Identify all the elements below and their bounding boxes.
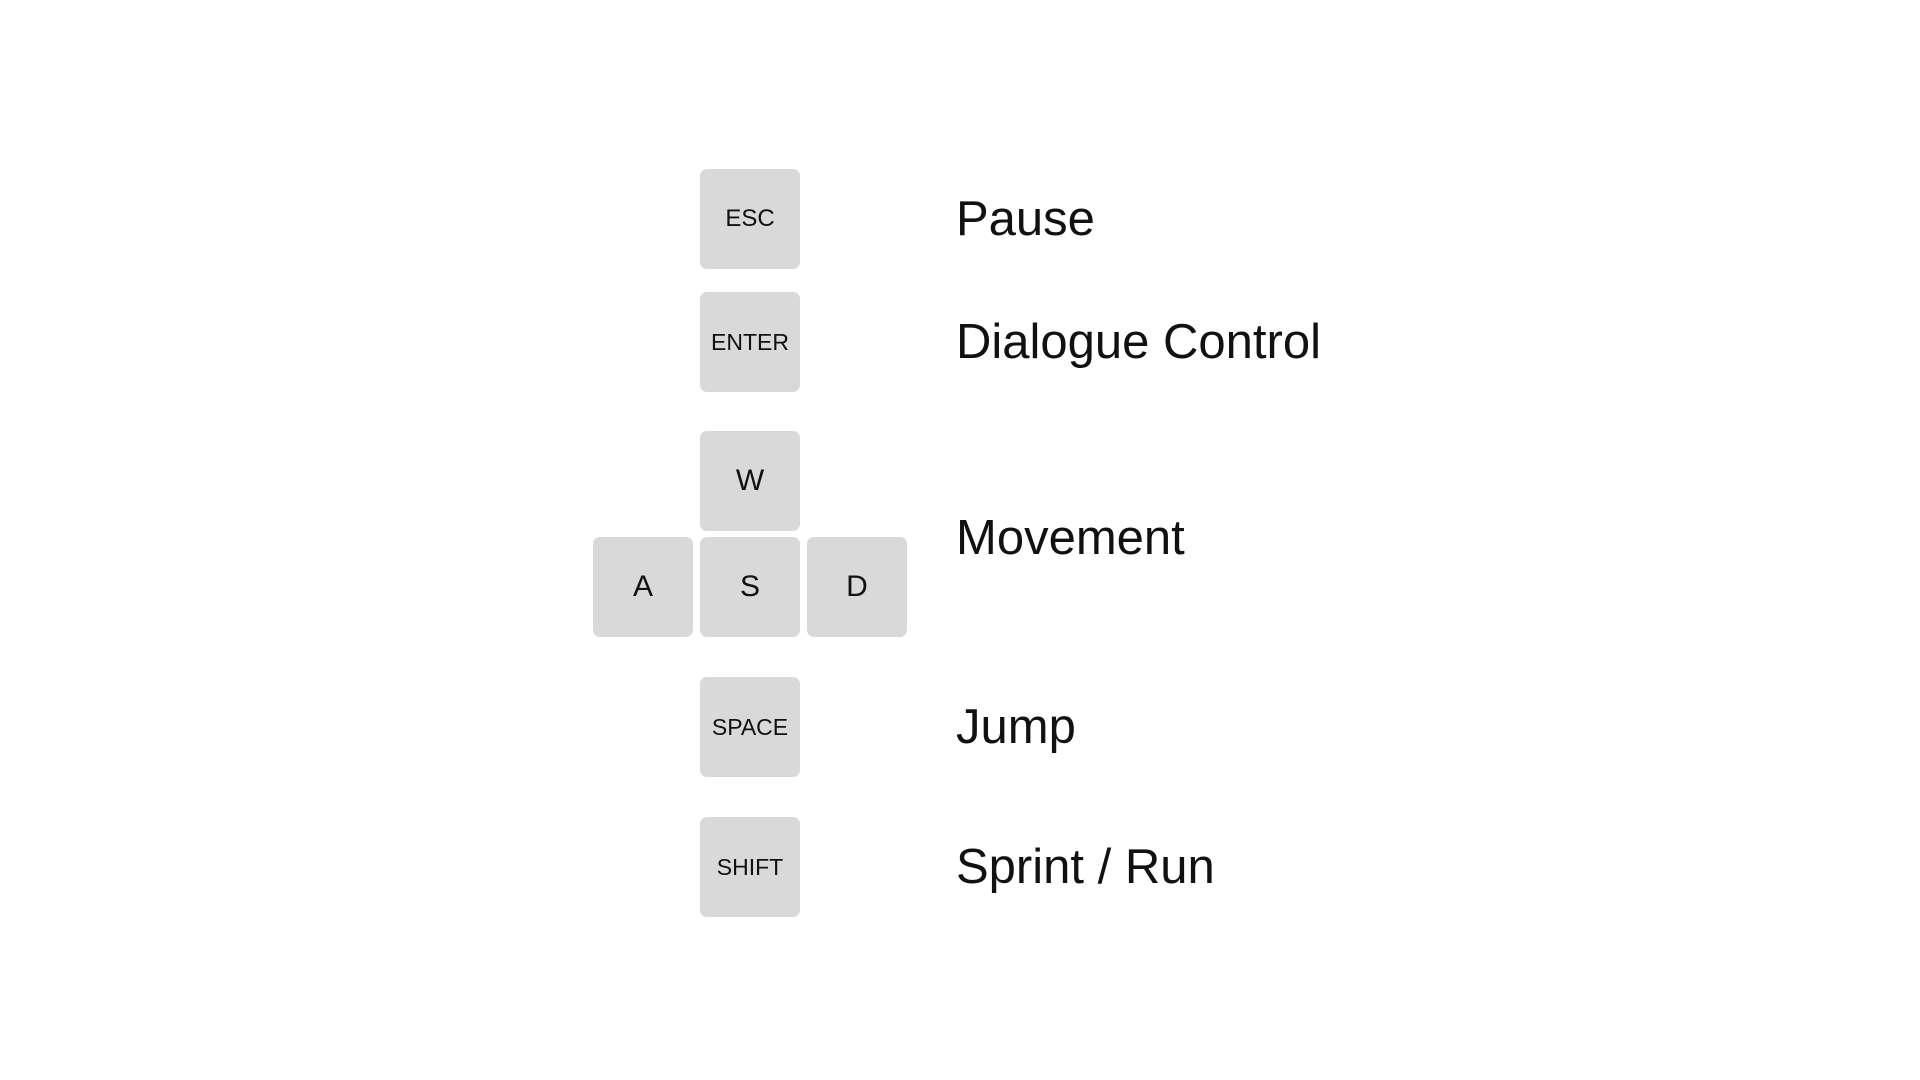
s-key: S	[700, 537, 800, 637]
jump-label: Jump	[956, 700, 1076, 754]
sprint-run-label: Sprint / Run	[956, 840, 1215, 894]
dialogue-control-label: Dialogue Control	[956, 315, 1321, 369]
a-key: A	[593, 537, 693, 637]
shift-key: SHIFT	[700, 817, 800, 917]
w-key: W	[700, 431, 800, 531]
space-key: SPACE	[700, 677, 800, 777]
esc-key: ESC	[700, 169, 800, 269]
movement-label: Movement	[956, 511, 1185, 565]
enter-key: ENTER	[700, 292, 800, 392]
d-key: D	[807, 537, 907, 637]
pause-label: Pause	[956, 192, 1095, 246]
